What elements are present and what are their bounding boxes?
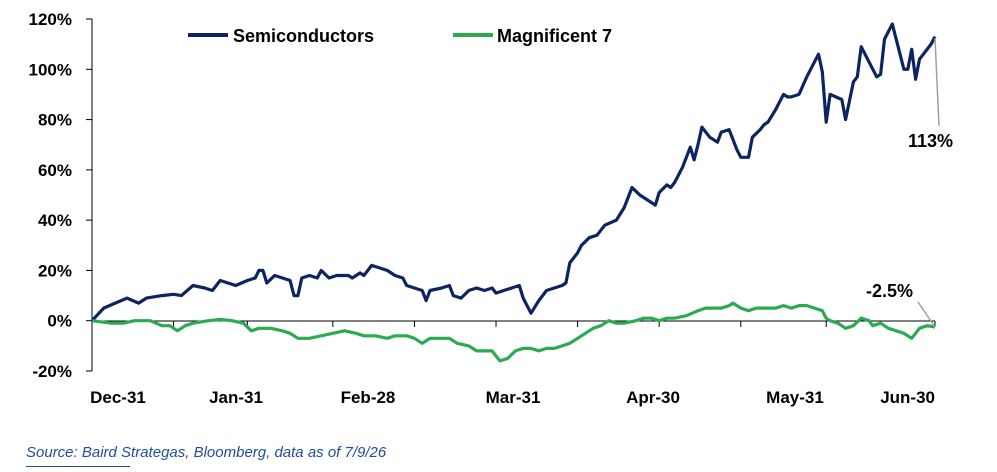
legend-label-magnificent-7: Magnificent 7	[497, 26, 612, 46]
line-chart: 120% 100% 80% 60% 40% 20% 0% -20% Dec-31…	[29, 10, 954, 407]
y-tick-label: 60%	[38, 161, 72, 180]
leader-line-semiconductors	[934, 37, 940, 127]
y-tick-label: 40%	[38, 211, 72, 230]
x-axis: Dec-31 Jan-31 Feb-28 Mar-31 Apr-30 May-3…	[90, 320, 936, 407]
x-tick-label: May-31	[766, 388, 824, 407]
source-note: Source: Baird Strategas, Bloomberg, data…	[26, 444, 387, 461]
series-line-semiconductors	[90, 22, 937, 322]
y-tick-label: 20%	[38, 261, 72, 280]
leader-line-magnificent-7	[917, 301, 936, 328]
x-tick-label: Jun-30	[880, 388, 935, 407]
y-tick-label: 100%	[29, 60, 72, 79]
x-tick-label: Jan-31	[209, 388, 263, 407]
end-annotations: 113% -2.5%	[866, 37, 953, 328]
series-line-magnificent-7	[91, 301, 936, 363]
y-tick-label: 120%	[29, 10, 72, 29]
x-tick-label: Apr-30	[626, 388, 680, 407]
y-tick-label: -20%	[32, 362, 72, 381]
source-underline	[26, 466, 130, 467]
x-tick-label: Feb-28	[341, 388, 396, 407]
legend-label-semiconductors: Semiconductors	[233, 26, 374, 46]
x-tick-label: Dec-31	[90, 388, 146, 407]
y-tick-label: 0%	[47, 312, 72, 331]
x-tick-label: Mar-31	[486, 388, 541, 407]
end-label-semiconductors: 113%	[908, 131, 953, 151]
y-axis: 120% 100% 80% 60% 40% 20% 0% -20%	[29, 10, 93, 381]
y-tick-label: 80%	[38, 111, 72, 130]
legend: Semiconductors Magnificent 7	[188, 26, 612, 46]
end-label-magnificent-7: -2.5%	[866, 281, 913, 301]
